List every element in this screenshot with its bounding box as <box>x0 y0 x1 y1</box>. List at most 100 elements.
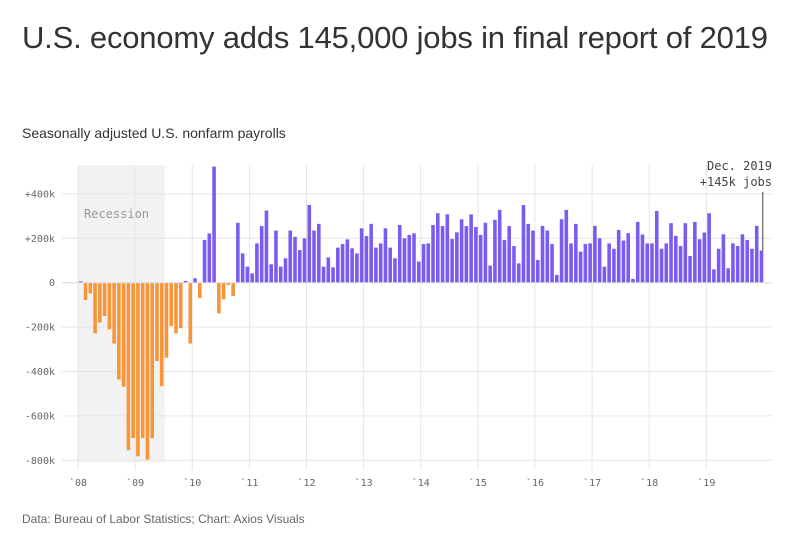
bar <box>236 222 240 283</box>
bar <box>664 243 669 283</box>
bar <box>502 240 507 283</box>
bar <box>597 238 602 283</box>
chart-subtitle: Seasonally adjusted U.S. nonfarm payroll… <box>22 125 286 141</box>
recession-label: Recession <box>84 207 149 221</box>
bar <box>635 221 640 283</box>
bar <box>188 282 193 344</box>
bar <box>79 281 83 283</box>
bar <box>516 263 521 283</box>
bar <box>754 225 759 283</box>
payrolls-bar-chart: Recession +400k +200k 0 -200k -400k -600k -800k… <box>25 159 772 489</box>
bar <box>217 282 221 314</box>
bar <box>350 248 354 283</box>
bar <box>255 243 259 283</box>
bar <box>693 221 697 283</box>
bar <box>697 239 702 283</box>
bar <box>126 282 131 451</box>
bar <box>621 240 626 283</box>
bar <box>455 232 459 283</box>
bar <box>440 226 445 283</box>
bar <box>393 258 397 283</box>
bar <box>702 232 707 283</box>
bar <box>93 282 97 334</box>
y-tick-label: -200k <box>25 323 55 334</box>
bar <box>731 243 735 283</box>
bar <box>750 248 754 283</box>
bar <box>583 244 588 283</box>
bar <box>674 235 678 283</box>
bar <box>288 230 293 283</box>
bar <box>88 282 93 294</box>
bar <box>250 273 254 283</box>
bar <box>83 282 88 301</box>
bar <box>735 246 740 283</box>
x-tick-label: `08 <box>69 477 87 489</box>
bar <box>145 282 150 460</box>
bar <box>98 282 102 323</box>
bar <box>307 205 312 283</box>
bar <box>331 267 335 283</box>
bar <box>283 258 288 283</box>
bar <box>340 244 345 283</box>
bar <box>612 248 616 283</box>
x-tick-label: `14 <box>412 477 430 489</box>
bar <box>483 222 488 283</box>
bar <box>721 234 726 283</box>
bar <box>654 210 659 283</box>
bar <box>626 233 630 283</box>
bar <box>497 209 502 283</box>
bar <box>645 243 650 283</box>
bar <box>659 248 664 283</box>
bar <box>578 251 583 283</box>
bar <box>169 282 174 326</box>
bar <box>374 247 378 283</box>
bar <box>140 282 145 439</box>
y-tick-label: +400k <box>25 189 55 200</box>
bar <box>202 240 207 283</box>
bar <box>469 214 473 283</box>
bar <box>521 205 526 283</box>
bar <box>726 268 730 283</box>
chart-title: U.S. economy adds 145,000 jobs in final … <box>22 20 768 55</box>
bar <box>207 233 212 283</box>
bar <box>540 225 545 283</box>
bar <box>117 282 121 380</box>
bar <box>555 274 559 283</box>
bar <box>121 282 126 387</box>
bar <box>716 248 721 283</box>
bar <box>450 238 454 283</box>
bar <box>198 282 202 299</box>
bar <box>593 225 597 283</box>
bar <box>678 246 683 283</box>
bar <box>488 265 492 283</box>
bar <box>545 230 550 283</box>
x-tick-label: `19 <box>697 477 715 489</box>
bar <box>293 236 297 283</box>
bar <box>278 266 283 283</box>
y-tick-label: -600k <box>25 411 55 422</box>
bar <box>445 214 450 283</box>
y-tick-label: -800k <box>25 456 55 467</box>
bar <box>245 266 250 283</box>
bar <box>683 223 688 283</box>
x-tick-label: `17 <box>583 477 601 489</box>
bar <box>274 230 278 283</box>
recession-shading <box>78 165 165 463</box>
bar <box>412 233 416 283</box>
bar <box>707 213 711 283</box>
bar <box>588 243 592 283</box>
bar <box>159 282 164 387</box>
x-tick-label: `10 <box>183 477 201 489</box>
x-tick-label: `16 <box>526 477 544 489</box>
bar <box>478 234 483 283</box>
bar <box>359 228 364 283</box>
annotation-date: Dec. 2019 <box>707 159 772 173</box>
x-tick-label: `12 <box>297 477 315 489</box>
bar <box>174 282 178 334</box>
bar <box>688 256 692 283</box>
bar <box>107 282 112 330</box>
bar <box>345 239 350 283</box>
bar <box>464 226 469 283</box>
bar <box>631 278 635 283</box>
bar <box>759 250 764 283</box>
